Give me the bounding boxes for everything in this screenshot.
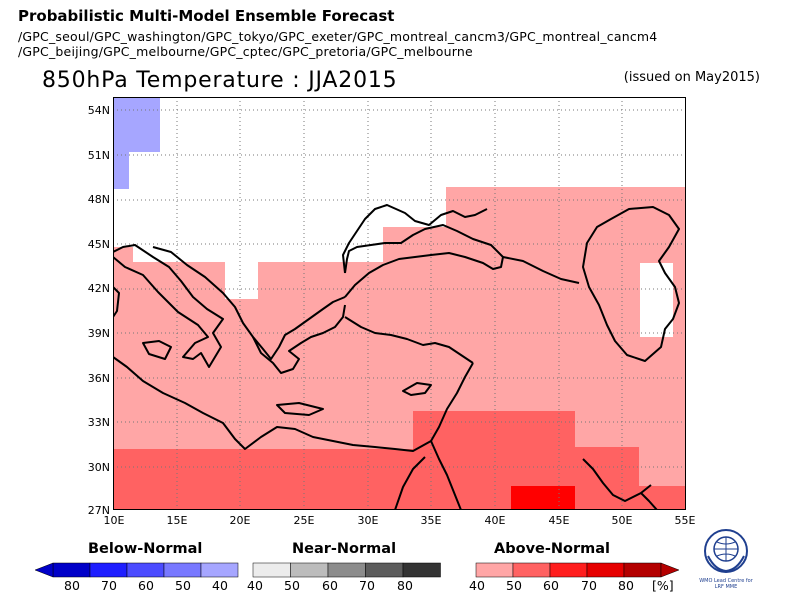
legend-below-label: 50 <box>175 578 191 593</box>
legend-swatch <box>89 562 128 578</box>
legend-near-label: 40 <box>247 578 263 593</box>
lat-tick-label: 48N <box>87 193 110 206</box>
wmo-emblem-icon <box>704 529 748 573</box>
coastlines <box>113 204 680 510</box>
lat-tick-label: 45N <box>87 238 110 251</box>
legend-near-title: Near-Normal <box>292 541 397 557</box>
legend-above-title: Above-Normal <box>494 541 610 557</box>
wmo-logo: WMO Lead Centre for LRF MME <box>694 528 758 598</box>
lat-tick-label: 36N <box>87 372 110 385</box>
legend-above-label: 50 <box>506 578 522 593</box>
legend-above-label: 60 <box>543 578 559 593</box>
legend-arrow <box>34 562 54 578</box>
legend-swatch <box>512 562 551 578</box>
legend-swatch <box>200 562 239 578</box>
lon-tick-label: 20E <box>229 514 251 527</box>
legend-above-label: 80 <box>618 578 634 593</box>
legend-swatch <box>327 562 366 578</box>
legend-near-bar <box>252 562 441 578</box>
logo-text-line1: WMO Lead Centre for <box>699 578 753 584</box>
legend-unit: [%] <box>652 578 674 593</box>
legend-above-bar <box>475 562 680 578</box>
legend-below-label: 60 <box>138 578 154 593</box>
legend-below-label: 80 <box>64 578 80 593</box>
lon-tick-label: 15E <box>166 514 188 527</box>
legend-swatch <box>163 562 202 578</box>
legend-above-label: 70 <box>581 578 597 593</box>
lon-tick-label: 45E <box>548 514 570 527</box>
models-line-1: /GPC_seoul/GPC_washington/GPC_tokyo/GPC_… <box>18 29 658 44</box>
legend-near-label: 70 <box>359 578 375 593</box>
legend-arrow <box>660 562 680 578</box>
legend-near-label: 80 <box>397 578 413 593</box>
legend-swatch <box>475 562 514 578</box>
legend-swatch <box>126 562 165 578</box>
below-normal-cell <box>113 152 129 189</box>
legend-below-label: 70 <box>101 578 117 593</box>
issued-date: (issued on May2015) <box>623 70 760 85</box>
lat-tick-label: 51N <box>87 149 110 162</box>
legend-swatch <box>549 562 588 578</box>
lat-tick-label: 39N <box>87 327 110 340</box>
lat-tick-label: 27N <box>87 504 110 517</box>
lon-tick-label: 25E <box>293 514 315 527</box>
coastline-overlay <box>113 97 686 510</box>
legend-swatch <box>290 562 329 578</box>
legend-below-title: Below-Normal <box>88 541 203 557</box>
lon-tick-label: 10E <box>103 514 125 527</box>
lon-tick-label: 50E <box>611 514 633 527</box>
legend-swatch <box>586 562 625 578</box>
legend-swatch <box>365 562 404 578</box>
lon-tick-label: 30E <box>357 514 379 527</box>
lon-tick-label: 40E <box>484 514 506 527</box>
map-title: 850hPa Temperature : JJA2015 <box>42 68 398 93</box>
legend-swatch <box>52 562 91 578</box>
logo-text-line2: LRF MME <box>714 584 738 590</box>
chart-title: Probabilistic Multi-Model Ensemble Forec… <box>18 7 395 25</box>
legend-swatch <box>402 562 441 578</box>
legend-swatch <box>623 562 662 578</box>
above-normal-60-cell <box>511 486 575 510</box>
below-normal-cell <box>113 97 160 152</box>
above-normal-40-cell <box>639 449 686 486</box>
lat-tick-label: 30N <box>87 461 110 474</box>
legend-near-label: 60 <box>322 578 338 593</box>
legend-swatch <box>252 562 291 578</box>
lon-tick-label: 35E <box>420 514 442 527</box>
lon-tick-label: 55E <box>674 514 696 527</box>
legend-colorbar <box>34 562 680 578</box>
legend-above-label: 40 <box>469 578 485 593</box>
probability-map <box>113 97 686 510</box>
lat-tick-label: 54N <box>87 104 110 117</box>
graticule <box>113 97 686 510</box>
legend-near-label: 50 <box>284 578 300 593</box>
legend-below-bar <box>34 562 239 578</box>
lat-tick-label: 33N <box>87 416 110 429</box>
lat-tick-label: 42N <box>87 282 110 295</box>
legend-below-label: 40 <box>212 578 228 593</box>
models-line-2: /GPC_beijing/GPC_melbourne/GPC_cptec/GPC… <box>18 44 473 59</box>
